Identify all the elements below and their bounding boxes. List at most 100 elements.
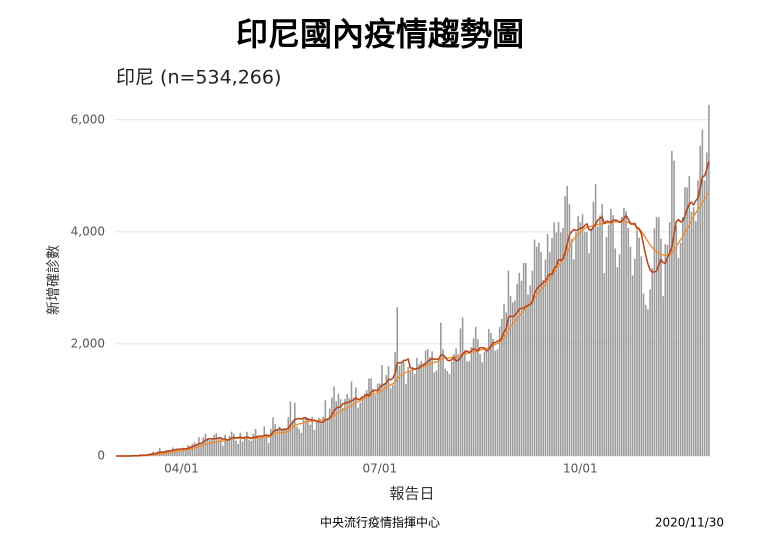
bar (348, 398, 351, 456)
x-tick-label: 04/01 (164, 462, 199, 476)
bar (339, 399, 342, 456)
bar (261, 437, 263, 456)
bar (623, 207, 625, 456)
bar (575, 231, 577, 456)
bar (461, 317, 464, 456)
bar (631, 275, 634, 456)
bar (418, 364, 420, 456)
bar (422, 363, 425, 456)
bar (583, 231, 586, 456)
bar (531, 270, 534, 456)
y-tick-label: 0 (97, 449, 105, 463)
bar (474, 326, 477, 456)
bar (372, 388, 375, 456)
bar (193, 442, 196, 456)
bar (322, 416, 324, 456)
bar (522, 263, 525, 456)
bar (185, 449, 187, 456)
bar (355, 387, 357, 456)
bar (546, 233, 549, 456)
bar (618, 254, 621, 456)
bar (444, 368, 446, 456)
bar (590, 228, 593, 456)
trend-line (116, 161, 710, 457)
bar (426, 349, 429, 456)
bar (668, 222, 671, 456)
bar (431, 351, 433, 456)
bar (629, 246, 632, 456)
bar (283, 428, 285, 456)
bar (209, 440, 211, 456)
bar (612, 215, 614, 456)
bar (200, 443, 202, 456)
bar (300, 432, 303, 456)
bar (285, 428, 287, 456)
bar (542, 280, 545, 456)
bar (224, 434, 226, 456)
bar (501, 318, 503, 456)
bar (596, 226, 599, 456)
source: 中央流行疫情指揮中心 (320, 515, 440, 530)
bar (333, 386, 335, 456)
bar (381, 365, 383, 456)
bar (572, 259, 575, 456)
bar (326, 418, 329, 456)
bar (256, 435, 259, 456)
y-tick-label: 6,000 (71, 112, 105, 126)
bar (187, 445, 189, 456)
bar (298, 429, 300, 456)
bar (405, 384, 407, 456)
bar (599, 215, 601, 456)
bar (442, 349, 444, 456)
bar (174, 449, 176, 456)
bar (394, 352, 396, 456)
bar (601, 204, 603, 456)
bar (642, 293, 645, 456)
bar (507, 270, 510, 456)
bar (684, 187, 686, 457)
bar (664, 244, 667, 456)
bar (649, 289, 651, 456)
bar (681, 217, 684, 456)
bar (653, 228, 656, 456)
bar (708, 104, 710, 456)
bar (350, 381, 353, 456)
bar (228, 435, 231, 456)
bar (287, 417, 290, 456)
bar (446, 370, 449, 456)
bar (699, 145, 701, 456)
bar (483, 351, 486, 456)
bar (553, 222, 555, 456)
bar (527, 294, 529, 456)
bar (424, 350, 427, 456)
y-axis-label: 新增確診數 (46, 245, 62, 315)
bar (239, 432, 242, 456)
bar (568, 204, 571, 456)
bar (594, 184, 597, 456)
bar (429, 357, 431, 456)
bar (549, 252, 551, 456)
bar (195, 443, 198, 456)
bar (610, 208, 612, 456)
bar (686, 187, 688, 456)
bar (666, 244, 669, 456)
bar (514, 300, 516, 456)
bar (328, 408, 331, 456)
bar (215, 433, 218, 456)
bar (361, 397, 364, 456)
bar (607, 224, 610, 456)
bar (703, 180, 706, 457)
bar (433, 372, 436, 456)
bar (191, 443, 194, 456)
bar (420, 361, 423, 456)
bar (387, 365, 390, 456)
bar (230, 431, 233, 456)
bar (274, 424, 276, 456)
bar (464, 349, 466, 456)
bar (435, 370, 438, 456)
bar (304, 417, 307, 456)
bar (341, 407, 344, 456)
bar (496, 349, 499, 456)
bar (337, 393, 340, 456)
